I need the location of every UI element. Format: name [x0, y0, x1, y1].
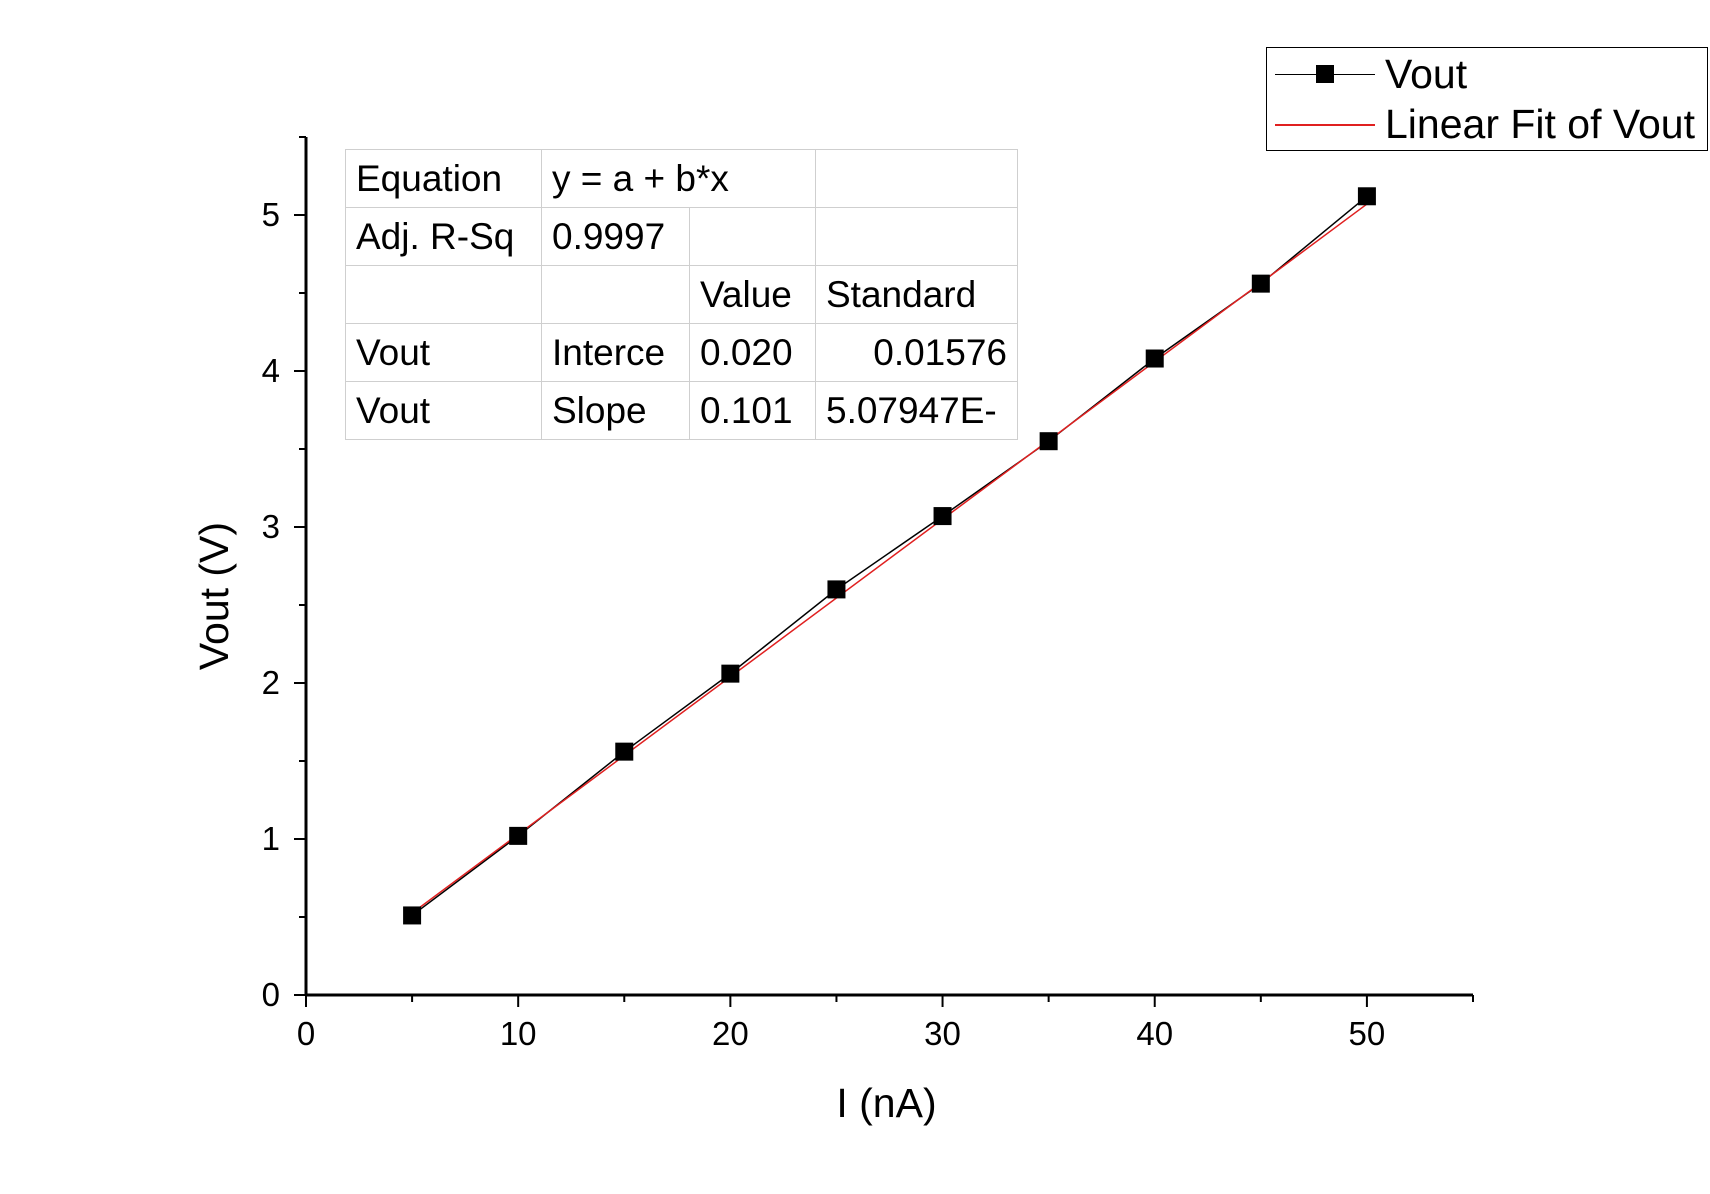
table-cell: Interce	[541, 323, 690, 382]
table-cell: 0.01576	[815, 323, 1018, 382]
table-cell: Value	[689, 265, 816, 324]
table-cell: Adj. R-Sq	[345, 207, 542, 266]
table-cell: Equation	[345, 149, 542, 208]
table-cell	[345, 265, 542, 324]
y-tick-label: 5	[262, 196, 280, 233]
x-tick-label: 20	[712, 1015, 749, 1052]
x-axis-label: I (nA)	[836, 1080, 936, 1126]
data-point	[721, 664, 740, 683]
linear-fit-line	[411, 203, 1368, 914]
x-tick-label: 30	[924, 1015, 961, 1052]
data-point	[509, 826, 528, 845]
legend: Vout Linear Fit of Vout	[1266, 47, 1708, 151]
table-cell: 0.020	[689, 323, 816, 382]
y-tick-label: 4	[262, 352, 280, 389]
y-tick-label: 1	[262, 820, 280, 857]
y-tick-label: 0	[262, 976, 280, 1013]
x-tick-label: 10	[500, 1015, 537, 1052]
legend-item-linear-fit: Linear Fit of Vout	[1275, 98, 1695, 150]
series-line-vout	[411, 195, 1368, 917]
legend-item-vout: Vout	[1275, 48, 1467, 100]
table-cell	[815, 149, 1018, 208]
x-tick-label: 50	[1349, 1015, 1386, 1052]
table-row: Adj. R-Sq 0.9997	[345, 207, 1018, 266]
table-row: Vout Interce 0.020 0.01576	[345, 323, 1018, 382]
table-row: Vout Slope 0.101 5.07947E-	[345, 381, 1018, 440]
table-cell: 0.101	[689, 381, 816, 440]
table-cell: Vout	[345, 381, 542, 440]
fit-stats-table: Equation y = a + b*x Adj. R-Sq 0.9997 Va…	[345, 149, 1018, 440]
table-cell: 0.9997	[541, 207, 690, 266]
x-tick-label: 40	[1136, 1015, 1173, 1052]
data-point	[1357, 187, 1376, 206]
y-tick-label: 2	[262, 664, 280, 701]
data-point	[1251, 274, 1270, 293]
table-row: Equation y = a + b*x	[345, 149, 1018, 208]
data-point	[615, 742, 634, 761]
data-point	[403, 906, 422, 925]
legend-symbol-line-square	[1275, 59, 1375, 89]
x-tick-label: 0	[297, 1015, 315, 1052]
table-cell: y = a + b*x	[541, 149, 816, 208]
y-axis-label: Vout (V)	[191, 522, 237, 670]
data-point	[1039, 432, 1058, 451]
table-cell: Slope	[541, 381, 690, 440]
legend-label: Vout	[1385, 50, 1468, 97]
table-cell	[689, 207, 816, 266]
table-cell	[541, 265, 690, 324]
data-point	[1145, 349, 1164, 368]
table-row: Value Standard	[345, 265, 1018, 324]
table-cell	[815, 207, 1018, 266]
legend-label: Linear Fit of Vout	[1385, 100, 1695, 147]
table-cell: Standard	[815, 265, 1018, 324]
data-point	[933, 507, 952, 526]
y-tick-label: 3	[262, 508, 280, 545]
table-cell: 5.07947E-	[815, 381, 1018, 440]
data-point	[827, 580, 846, 599]
legend-symbol-red-line	[1275, 109, 1375, 139]
table-cell: Vout	[345, 323, 542, 382]
